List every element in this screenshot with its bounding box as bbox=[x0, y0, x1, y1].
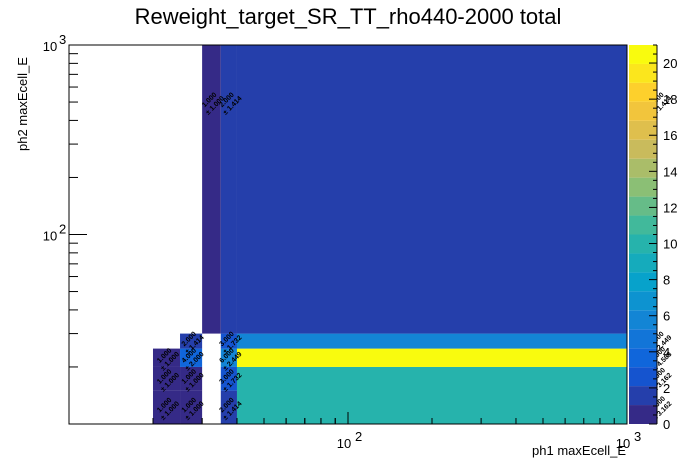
z-tick-label: 16 bbox=[663, 128, 677, 143]
heatmap-cell bbox=[202, 45, 221, 334]
color-scale-axis: 0 2 4 6 8 10 12 14 16 18 20 bbox=[649, 44, 677, 432]
color-scale-band bbox=[629, 215, 657, 235]
color-scale-band bbox=[629, 120, 657, 140]
y-tick-label: 10 bbox=[43, 229, 57, 244]
heatmap-cell bbox=[152, 390, 181, 424]
z-tick-label: 6 bbox=[663, 309, 670, 324]
color-scale-band bbox=[629, 158, 657, 178]
x-tick-label: 10 bbox=[616, 436, 630, 451]
color-scale-band bbox=[629, 139, 657, 159]
z-tick-label: 12 bbox=[663, 200, 677, 215]
z-tick-label: 20 bbox=[663, 56, 677, 71]
heatmap-cell bbox=[220, 45, 237, 334]
color-scale-band bbox=[629, 82, 657, 102]
heatmap-cells bbox=[152, 45, 627, 424]
y-tick-exponent: 2 bbox=[59, 222, 66, 237]
x-axis: 10 2 10 3 bbox=[68, 412, 641, 451]
color-scale-bar bbox=[629, 45, 657, 424]
z-tick-label: 0 bbox=[663, 417, 670, 432]
color-scale-band bbox=[629, 45, 657, 64]
color-scale-band bbox=[629, 196, 657, 216]
color-scale-band bbox=[629, 405, 657, 424]
x-tick-exponent: 3 bbox=[634, 429, 641, 444]
heatmap-cell bbox=[180, 390, 203, 424]
color-scale-band bbox=[629, 234, 657, 254]
x-axis-title: ph1 maxEcell_E bbox=[532, 443, 626, 458]
color-scale-band bbox=[629, 386, 657, 406]
color-scale-band bbox=[629, 253, 657, 273]
chart-title: Reweight_target_SR_TT_rho440-2000 total bbox=[135, 4, 562, 29]
y-axis-title: ph2 maxEcell_E bbox=[15, 57, 30, 151]
heatmap-cell bbox=[220, 390, 237, 424]
heatmap-cell bbox=[236, 333, 627, 349]
color-scale-band bbox=[629, 63, 657, 83]
heatmap-cell bbox=[220, 333, 237, 349]
z-tick-label: 4 bbox=[663, 345, 670, 360]
color-scale-band bbox=[629, 310, 657, 330]
z-tick-label: 2 bbox=[663, 381, 670, 396]
heatmap-cell bbox=[236, 366, 627, 424]
heatmap-cell bbox=[152, 348, 181, 367]
heatmap-cell bbox=[236, 45, 627, 334]
color-scale-band bbox=[629, 177, 657, 197]
x-tick-label: 10 bbox=[337, 436, 351, 451]
color-scale-band bbox=[629, 101, 657, 121]
y-tick-label: 10 bbox=[43, 39, 57, 54]
z-tick-label: 10 bbox=[663, 237, 677, 252]
heatmap-cell bbox=[180, 348, 203, 367]
y-tick-exponent: 3 bbox=[59, 32, 66, 47]
color-scale-band bbox=[629, 291, 657, 311]
z-tick-label: 18 bbox=[663, 92, 677, 107]
z-tick-label: 8 bbox=[663, 273, 670, 288]
x-tick-exponent: 2 bbox=[355, 429, 362, 444]
heatmap-cell bbox=[152, 366, 181, 391]
color-scale-band bbox=[629, 348, 657, 368]
heatmap-cell bbox=[220, 366, 237, 391]
heatmap-cell bbox=[236, 348, 627, 367]
color-scale-band bbox=[629, 367, 657, 387]
z-tick-label: 14 bbox=[663, 164, 677, 179]
heatmap-cell bbox=[220, 348, 237, 367]
color-scale-band bbox=[629, 329, 657, 349]
color-scale-band bbox=[629, 272, 657, 292]
heatmap-cell bbox=[180, 333, 203, 349]
heatmap-cell bbox=[180, 366, 203, 391]
